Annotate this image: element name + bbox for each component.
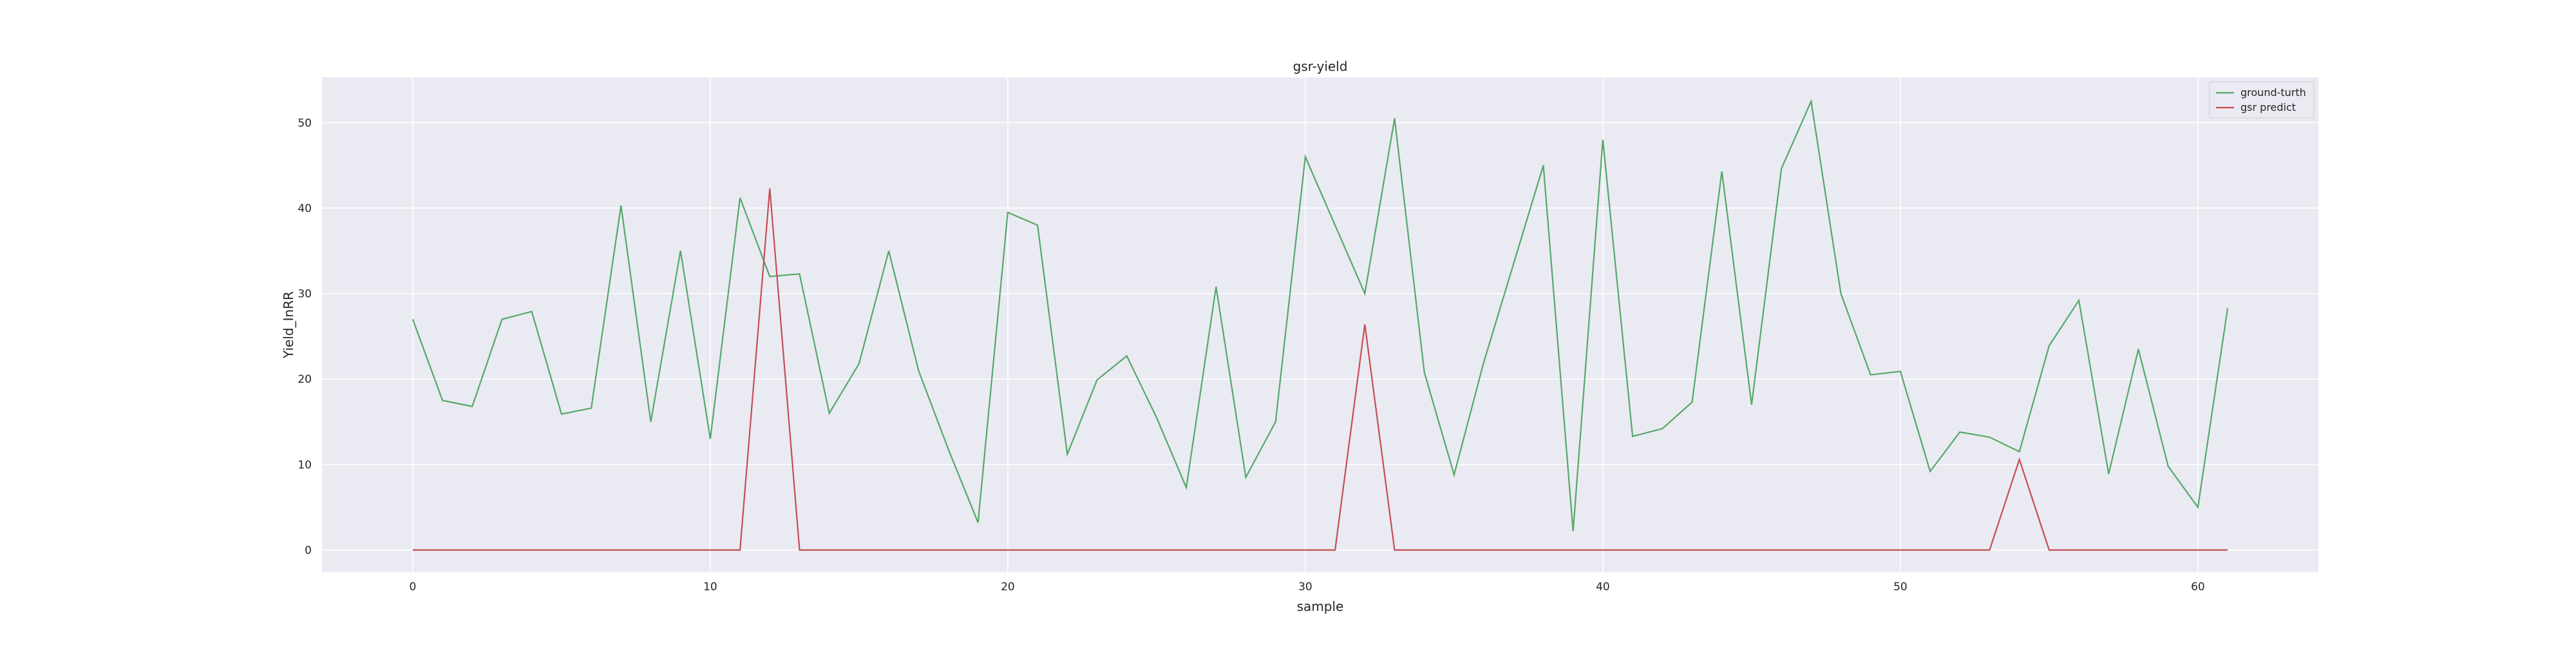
legend-box [2209,81,2315,119]
x-tick-label: 20 [1001,581,1015,594]
x-tick-label: 60 [2191,581,2205,594]
y-tick-label: 0 [305,545,312,557]
y-axis-title: Yield_InRR [281,291,296,359]
legend-label: ground-turth [2240,86,2306,99]
y-tick-label: 40 [298,202,312,215]
series-lines [412,99,2229,551]
x-tick-label: 10 [703,581,717,594]
x-tick-label: 30 [1298,581,1312,594]
chart-title: gsr-yield [1293,59,1348,74]
grid [322,77,2318,572]
y-tick-label: 10 [298,459,312,472]
series-line-predict [412,188,2228,551]
y-tick-label: 50 [298,117,312,130]
legend: ground-turth gsr predict [2209,81,2315,119]
x-tick-label: 40 [1596,581,1610,594]
x-tick-label: 0 [409,581,416,594]
series-line-ground-truth [412,99,2229,532]
x-tick-label: 50 [1893,581,1908,594]
legend-label: gsr predict [2240,101,2296,113]
x-axis-title: sample [1297,599,1344,614]
y-tick-label: 30 [298,288,312,301]
tick-labels: 0 10 20 30 40 50 60 0 10 20 30 40 50 [298,117,2204,594]
y-tick-label: 20 [298,373,312,386]
plot-area [322,77,2318,572]
